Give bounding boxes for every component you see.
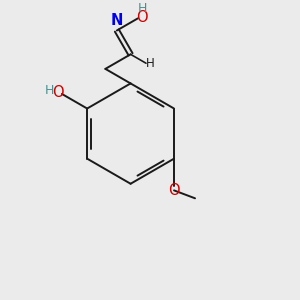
Text: O: O <box>52 85 64 100</box>
Text: H: H <box>146 57 154 70</box>
Text: N: N <box>111 13 123 28</box>
Text: O: O <box>168 183 180 198</box>
Text: H: H <box>45 84 54 97</box>
Text: H: H <box>138 2 147 14</box>
Text: O: O <box>136 10 148 25</box>
